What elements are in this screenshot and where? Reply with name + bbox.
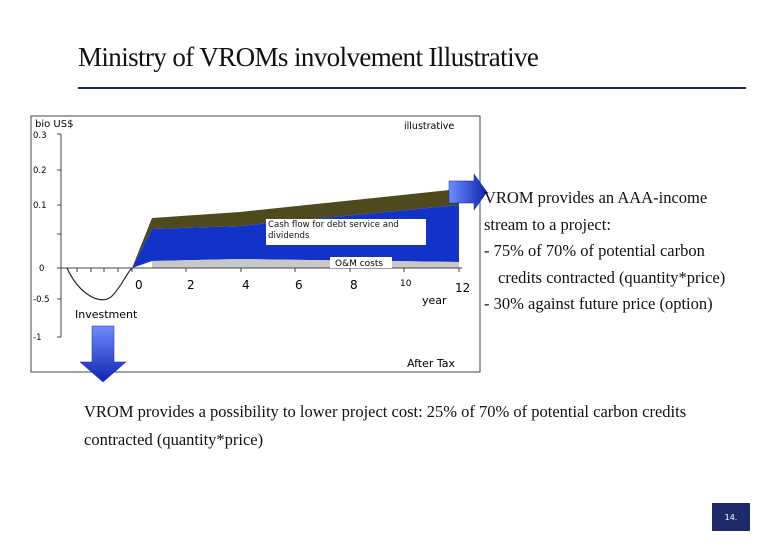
y-tick-label: 0.3 [33, 131, 47, 141]
x-tick-label: 8 [350, 278, 358, 292]
unit-label: bio US$ [35, 119, 73, 130]
debt-service-label: Cash flow for debt service and dividends [268, 220, 399, 241]
y-tick-label: -0.5 [33, 295, 50, 305]
right-text-line: VROM provides an AAA-income [484, 188, 708, 207]
right-text-block: VROM provides an AAA-income stream to a … [484, 185, 774, 318]
area-upper-band [132, 189, 459, 268]
page-number-badge: 14. [712, 503, 750, 531]
om-label-box [330, 257, 392, 268]
x-tick-label: 2 [187, 278, 195, 292]
page-title: Ministry of VROMs involvement Illustrati… [78, 42, 539, 72]
x-tick-label: 12 [455, 281, 470, 295]
debt-service-label-box [266, 219, 426, 245]
after-tax-label: After Tax [407, 357, 456, 370]
x-ticks [76, 268, 460, 272]
om-costs-label: O&M costs [335, 259, 383, 269]
x-tick-label: 4 [242, 278, 250, 292]
investment-curve [66, 267, 133, 301]
down-arrow-icon [79, 325, 127, 383]
y-tick-label: 0.2 [33, 166, 47, 176]
right-text-line: - 30% against future price (option) [484, 294, 713, 313]
illustrative-label: illustrative [404, 121, 454, 132]
debt-service-label-fo: Cash flow for debt service and dividends [268, 220, 399, 241]
right-text-line: - 75% of 70% of potential carbon [484, 241, 705, 260]
right-text-line: stream to a project: [484, 214, 611, 234]
y-tick-label: 0 [39, 264, 44, 274]
x-axis-label: year [422, 294, 447, 307]
y-tick-label: -1 [33, 333, 41, 343]
bottom-text: VROM provides a possibility to lower pro… [84, 402, 687, 449]
y-tick-label: 0.1 [33, 201, 47, 211]
x-tick-label: 10 [400, 279, 412, 289]
x-tick-label: 0 [135, 278, 143, 292]
investment-label: Investment [75, 308, 138, 321]
title-rule [78, 87, 746, 89]
right-arrow-icon [448, 173, 488, 211]
right-text-line: credits contracted (quantity*price) [498, 267, 726, 287]
x-tick-label: 6 [295, 278, 303, 292]
